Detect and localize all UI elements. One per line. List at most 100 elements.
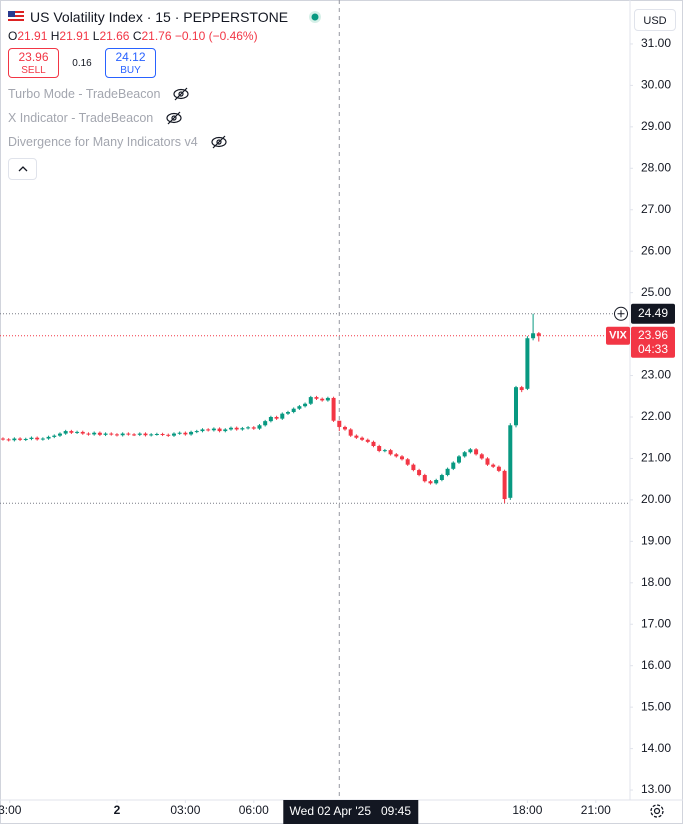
candle-body (137, 433, 142, 435)
y-tick-label: 27.00 (641, 202, 671, 216)
x-tick-label: 18:00 (512, 803, 542, 817)
candle-body (411, 464, 416, 471)
buy-button[interactable]: 24.12 BUY (105, 48, 156, 78)
candle-body (434, 480, 439, 484)
candle-body (126, 433, 131, 435)
y-tick-label: 30.00 (641, 78, 671, 92)
candle-body (456, 456, 461, 463)
candle-body (35, 437, 40, 440)
x-tick-label: 2 (114, 803, 121, 817)
candle-body (217, 428, 222, 432)
candle-body (348, 429, 353, 436)
candle-body (86, 433, 91, 435)
crosshair-label-bg (283, 800, 419, 824)
candle-body (6, 439, 11, 441)
candle-body (149, 434, 154, 436)
candle-body (228, 427, 233, 430)
candle-body (439, 475, 444, 480)
candle-body (342, 426, 347, 430)
indicator-name: X Indicator - TradeBeacon (8, 111, 154, 125)
candle-body (525, 338, 530, 389)
y-tick-label: 19.00 (641, 534, 671, 548)
currency-button[interactable]: USD (634, 9, 676, 31)
indicator-row[interactable]: Turbo Mode - TradeBeacon (8, 82, 322, 106)
add-alert-plus (617, 310, 625, 318)
candle-body (40, 438, 45, 440)
y-tick-label: 26.00 (641, 243, 671, 257)
candle-body (405, 459, 410, 465)
hidden-icon[interactable] (165, 111, 183, 125)
candle-body (331, 397, 336, 421)
ohlc-value: 21.66 (99, 29, 130, 43)
candle-body (132, 434, 137, 436)
candle-body (354, 435, 359, 438)
x-tick-label: 03:00 (170, 803, 200, 817)
candle-body (171, 433, 176, 436)
candle-body (177, 432, 182, 434)
symbol-title[interactable]: US Volatility Index · 15 · PEPPERSTONE (30, 9, 289, 25)
y-tick-label: 28.00 (641, 160, 671, 174)
hidden-icon[interactable] (210, 135, 228, 149)
candle-body (297, 406, 302, 409)
candle-body (114, 434, 119, 436)
y-tick-label: 22.00 (641, 409, 671, 423)
market-status[interactable] (308, 10, 322, 24)
candle-body (314, 397, 319, 399)
last-price: 23.96 (638, 328, 668, 342)
candle-body (399, 456, 404, 460)
buy-price: 24.12 (115, 50, 146, 64)
collapse-button[interactable] (8, 158, 37, 180)
candle-body (536, 333, 541, 336)
candle-body (451, 462, 456, 469)
settings-icon[interactable] (650, 804, 664, 818)
candle-body (285, 412, 290, 414)
candle-body (325, 397, 330, 401)
crosshair-label: Wed 02 Apr '25 09:45 (290, 804, 412, 818)
hidden-icon[interactable] (172, 87, 190, 101)
indicator-name: Divergence for Many Indicators v4 (8, 135, 198, 149)
candle-body (428, 481, 433, 484)
x-tick-label: 3:00 (0, 803, 22, 817)
x-tick-label: 06:00 (239, 803, 269, 817)
x-tick-label: 21:00 (581, 803, 611, 817)
chevron-up (18, 166, 27, 172)
candle-body (92, 432, 97, 435)
candle-body (445, 468, 450, 476)
y-tick-label: 25.00 (641, 285, 671, 299)
candle-body (18, 438, 23, 440)
y-tick-label: 29.00 (641, 119, 671, 133)
candle-body (337, 420, 342, 427)
y-tick-label: 17.00 (641, 616, 671, 630)
sell-button[interactable]: 23.96 SELL (8, 48, 59, 78)
candle-body (240, 428, 245, 430)
candle-body (502, 470, 507, 500)
ohlc-value: 21.91 (17, 29, 48, 43)
candle-body (52, 435, 57, 437)
candle-body (29, 437, 34, 439)
candle-body (0, 438, 5, 440)
candle-body (57, 433, 62, 436)
candle-body (377, 446, 382, 451)
ohlc-value: 21.91 (59, 29, 90, 43)
y-tick-label: 14.00 (641, 741, 671, 755)
candle-body (211, 428, 216, 431)
ohlc-key: H (50, 29, 60, 43)
candle-body (508, 425, 513, 498)
candle-body (360, 437, 365, 440)
indicator-row[interactable]: Divergence for Many Indicators v4 (8, 130, 322, 154)
candle-body (417, 470, 422, 476)
candle-body (320, 398, 325, 401)
candle-body (103, 433, 108, 435)
candle-body (23, 438, 28, 440)
candle-body (75, 431, 80, 433)
legend: US Volatility Index · 15 · PEPPERSTONE O… (8, 9, 322, 180)
candle-body (303, 403, 308, 407)
candle-body (422, 475, 427, 482)
candle-body (251, 427, 256, 429)
indicator-name: Turbo Mode - TradeBeacon (8, 87, 161, 101)
candle-body (268, 416, 273, 422)
indicator-row[interactable]: X Indicator - TradeBeacon (8, 106, 322, 130)
candle-body (474, 449, 479, 455)
